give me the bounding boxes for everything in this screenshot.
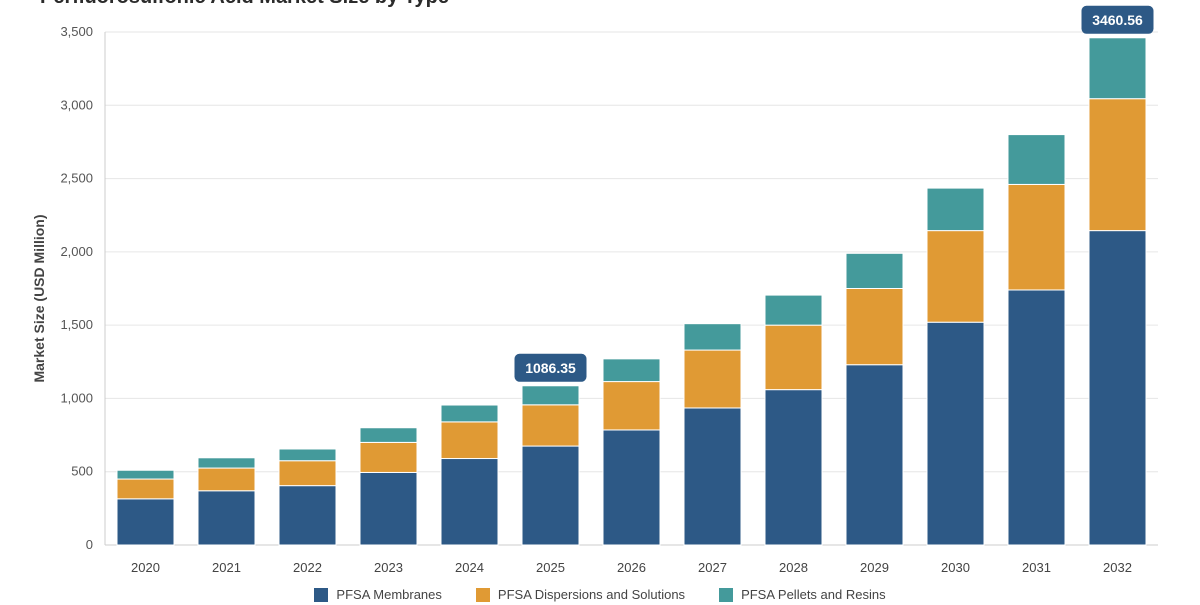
legend-item[interactable]: PFSA Membranes [314,587,442,602]
legend-swatch [314,587,329,602]
bar-segment [602,358,661,383]
x-tick-label: 2031 [1022,560,1051,575]
x-tick-label: 2032 [1103,560,1132,575]
y-tick-label: 1,500 [60,317,93,332]
bar-segment [521,404,580,447]
legend-item[interactable]: PFSA Pellets and Resins [719,587,886,602]
bar-segment [278,460,337,487]
y-tick-label: 500 [71,464,93,479]
bar-segment [359,427,418,443]
x-tick-label: 2030 [941,560,970,575]
legend: PFSA Membranes PFSA Dispersions and Solut… [0,587,1200,602]
bar-segment [683,349,742,409]
chart-title: Perfluorosulfonic Acid Market Size by Ty… [40,0,449,9]
bar-segment [845,252,904,290]
x-tick-label: 2027 [698,560,727,575]
y-tick-label: 3,500 [60,24,93,39]
bar-segment [197,467,256,492]
bar-segment [521,385,580,406]
bar-segment [521,445,580,546]
bar-segment [683,407,742,546]
bar-segment [1088,98,1147,232]
bar-segment [278,448,337,462]
annotation-box [514,353,587,382]
bar-segment [116,469,175,480]
x-tick-label: 2024 [455,560,484,575]
bar-segment [116,478,175,500]
annotation-label: 3460.56 [1092,12,1143,28]
bar-segment [359,441,418,473]
bar-segment [602,381,661,431]
bar-segment [683,323,742,351]
legend-swatch [475,587,490,602]
bar-segment [1007,183,1066,291]
x-tick-label: 2020 [131,560,160,575]
x-tick-label: 2029 [860,560,889,575]
bar-segment [926,321,985,546]
legend-label: PFSA Membranes [336,587,442,602]
legend-swatch [719,587,734,602]
bar-segment [602,429,661,546]
y-tick-label: 2,500 [60,171,93,186]
bar-segment [440,458,499,546]
y-axis-label: Market Size (USD Million) [31,214,47,382]
x-tick-label: 2023 [374,560,403,575]
bar-segment [764,389,823,546]
bar-segment [764,294,823,326]
annotation-label: 1086.35 [525,360,576,376]
bar-segment [440,421,499,460]
y-tick-label: 0 [86,537,93,552]
bar-segment [197,457,256,469]
x-tick-label: 2022 [293,560,322,575]
bar-segment [278,485,337,546]
y-tick-label: 1,000 [60,390,93,405]
bar-segment [1007,289,1066,546]
legend-label: PFSA Dispersions and Solutions [497,587,686,602]
bar-segment [359,471,418,546]
bar-segment [845,288,904,366]
bar-segment [926,230,985,323]
legend-item[interactable]: PFSA Dispersions and Solutions [475,587,686,602]
annotation-box [1081,5,1154,34]
bar-segment [1007,134,1066,185]
x-tick-label: 2025 [536,560,565,575]
bar-segment [1088,37,1147,100]
bar-segment [116,498,175,546]
x-tick-label: 2021 [212,560,241,575]
bar-segment [197,490,256,546]
legend-label: PFSA Pellets and Resins [741,587,886,602]
bar-segment [926,187,985,232]
x-tick-label: 2026 [617,560,646,575]
y-tick-label: 2,000 [60,244,93,259]
y-tick-label: 3,000 [60,97,93,112]
bar-segment [845,364,904,546]
bar-segment [764,324,823,391]
bar-segment [1088,230,1147,546]
bar-segment [440,404,499,423]
x-tick-label: 2028 [779,560,808,575]
